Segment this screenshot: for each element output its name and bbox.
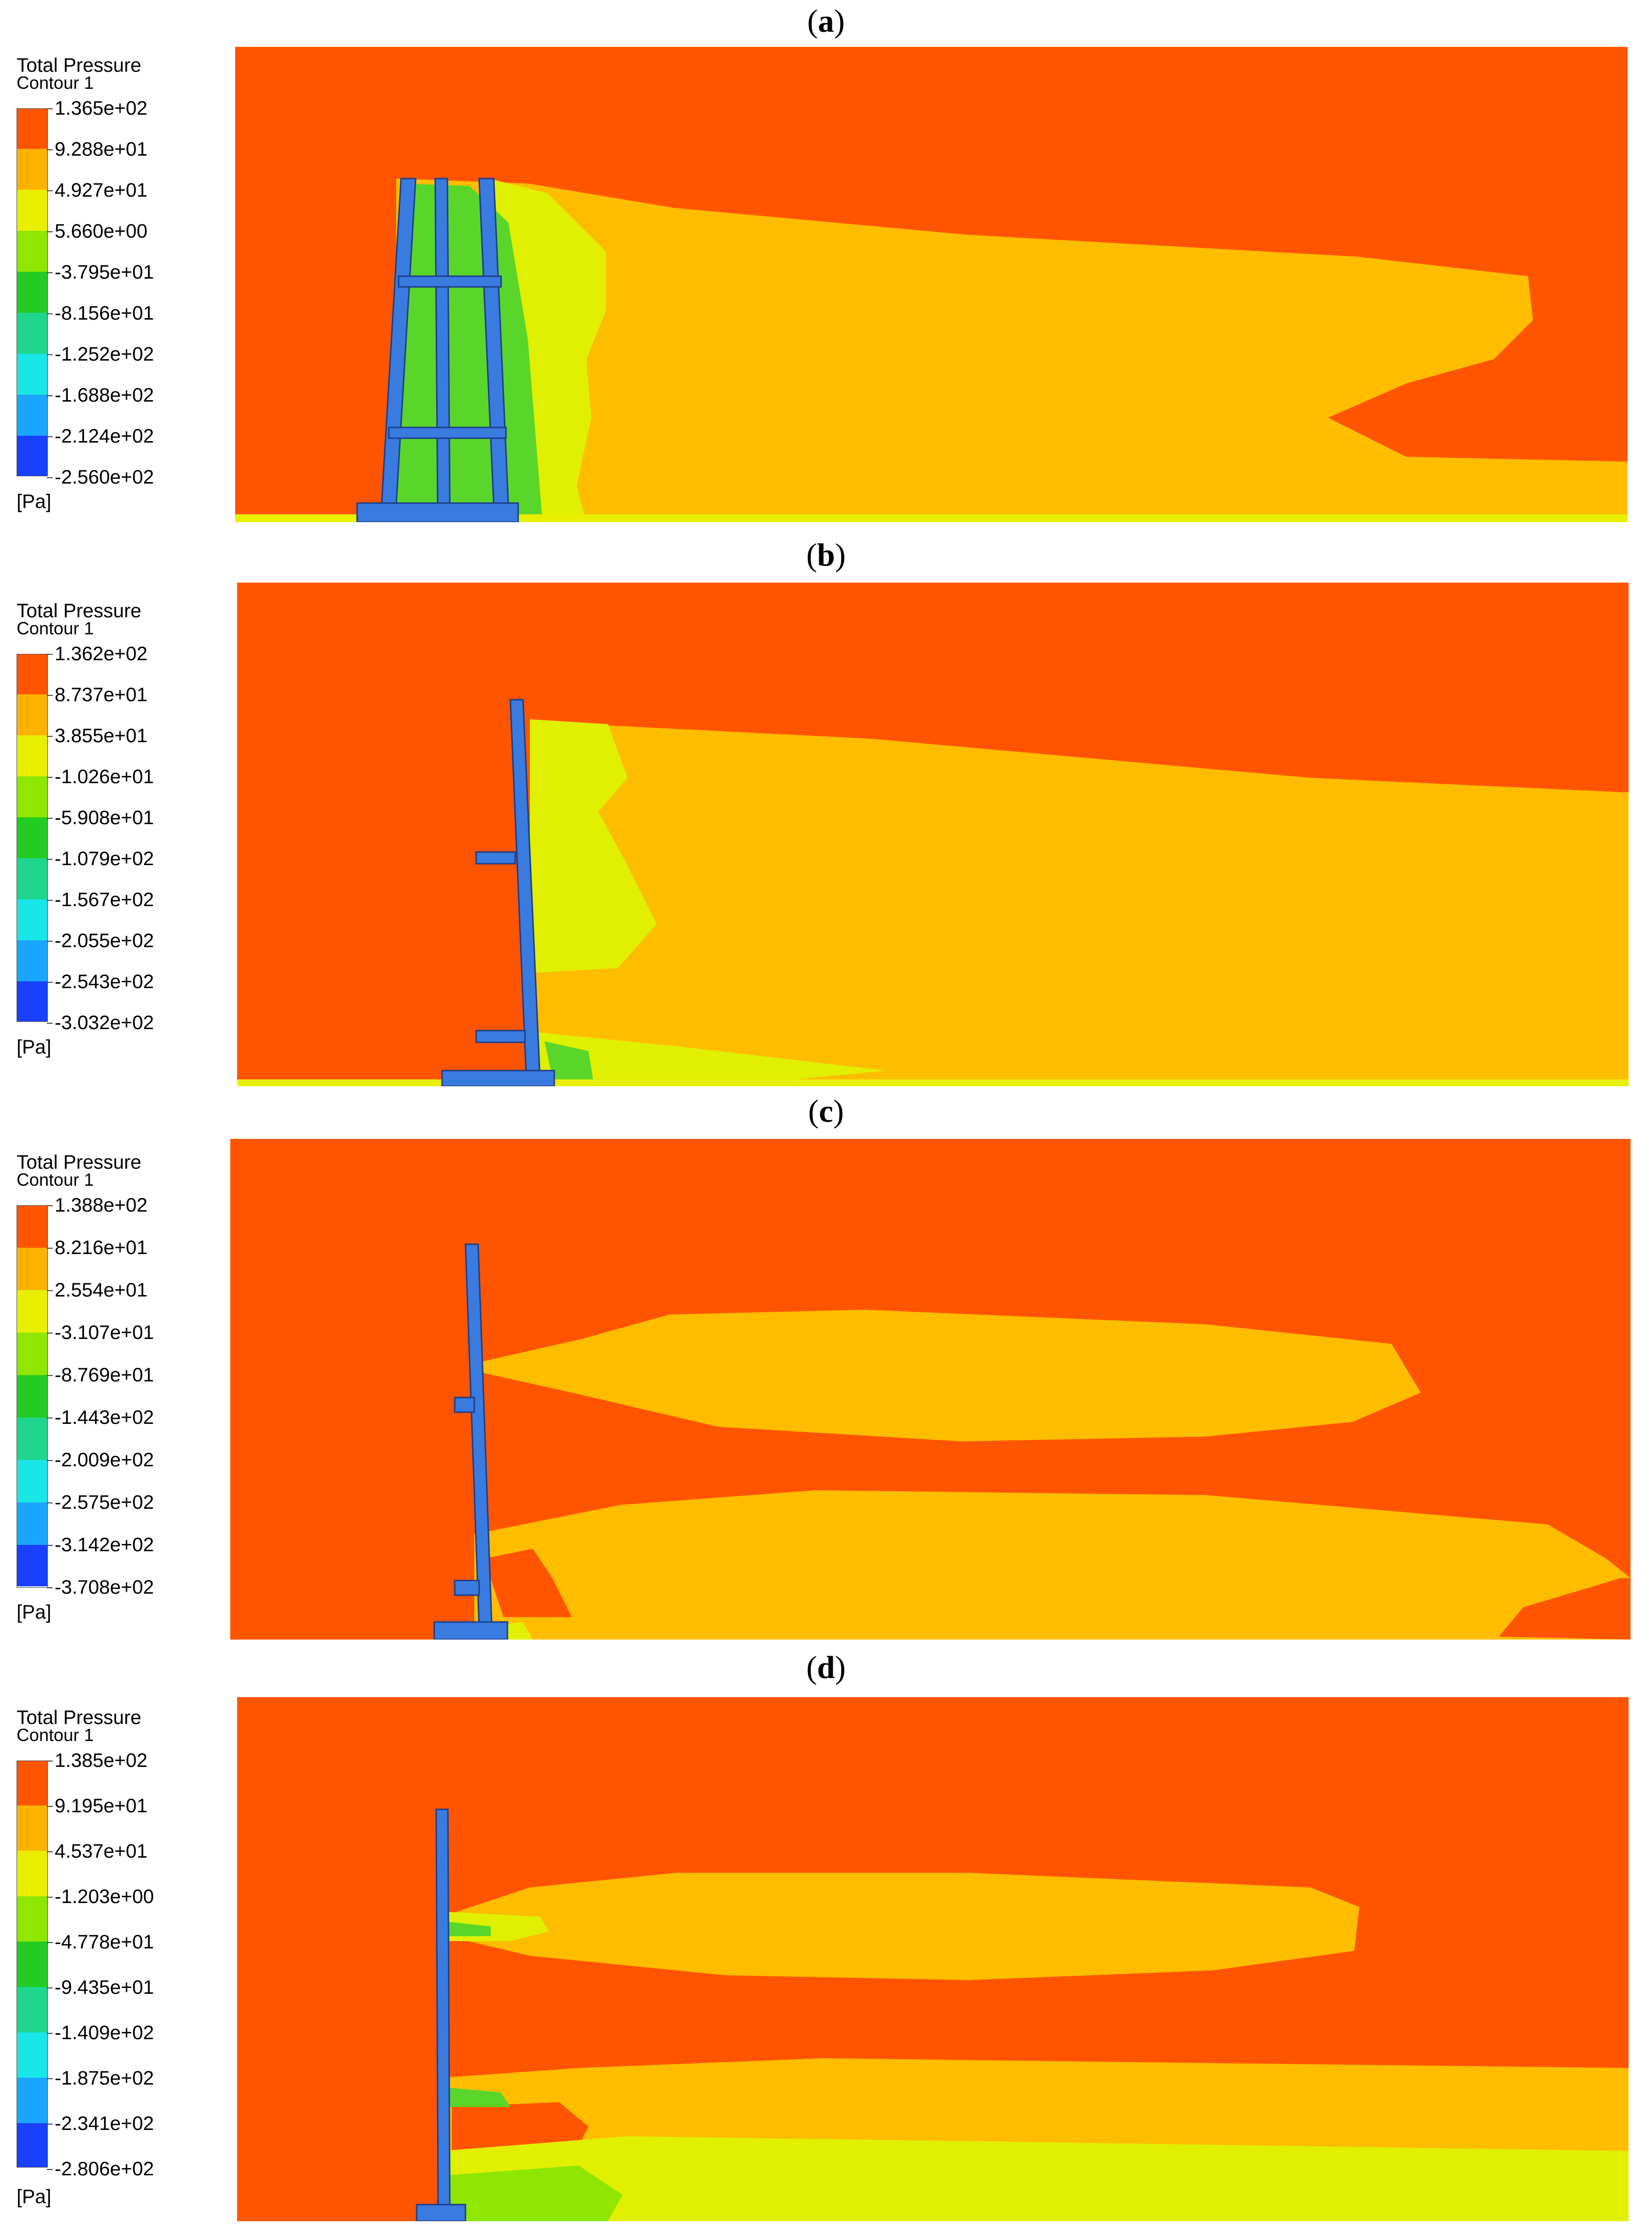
legend-tick: -5.908e+01	[47, 807, 154, 829]
low-pressure-region	[447, 2166, 623, 2221]
near-wake-region	[442, 2136, 1629, 2221]
legend-subtitle: Contour 1	[17, 1170, 94, 1190]
panel-label: (c)	[808, 1094, 844, 1129]
low-pressure-region	[447, 2087, 510, 2107]
legend-tick: -3.708e+02	[47, 1577, 154, 1598]
bridge-tower	[416, 1808, 466, 2221]
bridge-tower	[441, 699, 555, 1086]
wake-region	[474, 1310, 1421, 1441]
panel-d: (d) Total Pressure Contour 1 1.385e+02 9…	[0, 1649, 1652, 2229]
legend-unit: [Pa]	[17, 2186, 52, 2208]
freestream-region	[484, 1549, 572, 1617]
legend-title: Total Pressure	[17, 600, 141, 622]
near-wake-region	[530, 719, 657, 973]
legend-tick: 4.927e+01	[46, 180, 148, 201]
contour-field	[235, 47, 1628, 522]
legend-tick: -9.435e+01	[47, 1977, 154, 1998]
wake-region	[535, 722, 1629, 1086]
contour-field	[237, 583, 1629, 1086]
legend-tick: -1.252e+02	[47, 344, 154, 365]
legend-tick: 1.385e+02	[46, 1750, 148, 1771]
legend-tick: 2.554e+01	[46, 1279, 148, 1301]
legend-tick: -8.769e+01	[47, 1364, 154, 1386]
legend-tick: -2.124e+02	[47, 426, 154, 447]
legend-tick: -4.778e+01	[47, 1931, 154, 1953]
legend-title: Total Pressure	[17, 55, 141, 76]
legend-tick: 3.855e+01	[46, 725, 148, 747]
legend-unit: [Pa]	[17, 1601, 52, 1623]
near-wake-region	[530, 1032, 886, 1086]
legend-tick: -1.409e+02	[47, 2022, 154, 2044]
legend-tick: 9.195e+01	[46, 1795, 148, 1817]
legend-tick: -1.567e+02	[47, 889, 154, 911]
legend-tick: -2.055e+02	[47, 930, 154, 952]
low-pressure-region	[447, 1922, 491, 1936]
legend-title: Total Pressure	[17, 1707, 141, 1728]
legend-tick: -2.009e+02	[47, 1449, 154, 1471]
legend-tick: -3.795e+01	[47, 262, 154, 283]
legend-tick: -1.026e+01	[47, 766, 154, 788]
legend-tick: -2.341e+02	[47, 2113, 154, 2134]
legend-tick: -3.107e+01	[47, 1322, 154, 1343]
legend: Total Pressure Contour 1 1.362e+02 8.737…	[15, 601, 229, 1070]
legend: Total Pressure Contour 1 1.388e+02 8.216…	[15, 1153, 229, 1631]
legend-unit: [Pa]	[17, 491, 52, 512]
contour-field	[230, 1139, 1631, 1640]
legend-subtitle: Contour 1	[17, 1725, 94, 1745]
legend-tick: 5.660e+00	[46, 221, 148, 242]
legend-subtitle: Contour 1	[17, 73, 94, 93]
panel-a: (a) Total Pressure Contour 1 1.365e+02 9…	[0, 0, 1652, 537]
legend-tick: -2.806e+02	[47, 2158, 154, 2180]
legend: Total Pressure Contour 1 1.385e+02 9.195…	[15, 1707, 229, 2207]
legend-tick: -3.142e+02	[47, 1534, 154, 1556]
low-pressure-region	[544, 1041, 593, 1086]
panel-c: (c) Total Pressure Contour 1 1.388e+02 8…	[0, 1093, 1652, 1649]
panel-label: (b)	[806, 537, 846, 573]
color-bar	[17, 654, 48, 1022]
panel-label: (d)	[806, 1650, 846, 1685]
legend-tick: -3.032e+02	[47, 1012, 154, 1033]
legend-title: Total Pressure	[17, 1152, 141, 1173]
legend-tick: 1.365e+02	[46, 98, 148, 119]
legend-tick: 8.216e+01	[46, 1237, 148, 1258]
color-bar	[17, 1761, 48, 2168]
legend-tick: 9.288e+01	[46, 139, 148, 160]
color-bar	[17, 1205, 48, 1588]
color-bar	[17, 108, 48, 476]
legend-tick: -1.203e+00	[47, 1886, 154, 1907]
wake-region	[442, 1873, 1359, 1980]
ground-strip	[237, 1079, 1629, 1086]
legend-tick: 8.737e+01	[46, 684, 148, 706]
legend-tick: -1.443e+02	[47, 1407, 154, 1428]
legend-unit: [Pa]	[17, 1036, 52, 1058]
legend: Total Pressure Contour 1 1.365e+02 9.288…	[15, 56, 229, 519]
legend-tick: 4.537e+01	[46, 1841, 148, 1862]
wake-region	[474, 1490, 1631, 1640]
legend-tick: -2.543e+02	[47, 971, 154, 993]
legend-tick: -1.079e+02	[47, 848, 154, 870]
legend-subtitle: Contour 1	[17, 618, 94, 638]
legend-tick: -8.156e+01	[47, 303, 154, 324]
bridge-tower	[356, 178, 519, 522]
bridge-tower	[433, 1243, 508, 1640]
wake-region	[396, 179, 1628, 522]
contour-field	[237, 1697, 1629, 2221]
legend-tick: 1.388e+02	[46, 1195, 148, 1216]
legend-tick: -1.688e+02	[47, 385, 154, 406]
legend-tick: -1.875e+02	[47, 2067, 154, 2089]
panel-label: (a)	[807, 3, 845, 39]
legend-tick: -2.575e+02	[47, 1492, 154, 1513]
panel-b: (b) Total Pressure Contour 1 1.362e+02 8…	[0, 537, 1652, 1093]
legend-tick: 1.362e+02	[46, 643, 148, 665]
ground-strip	[235, 514, 1628, 522]
legend-tick: -2.560e+02	[47, 466, 154, 488]
